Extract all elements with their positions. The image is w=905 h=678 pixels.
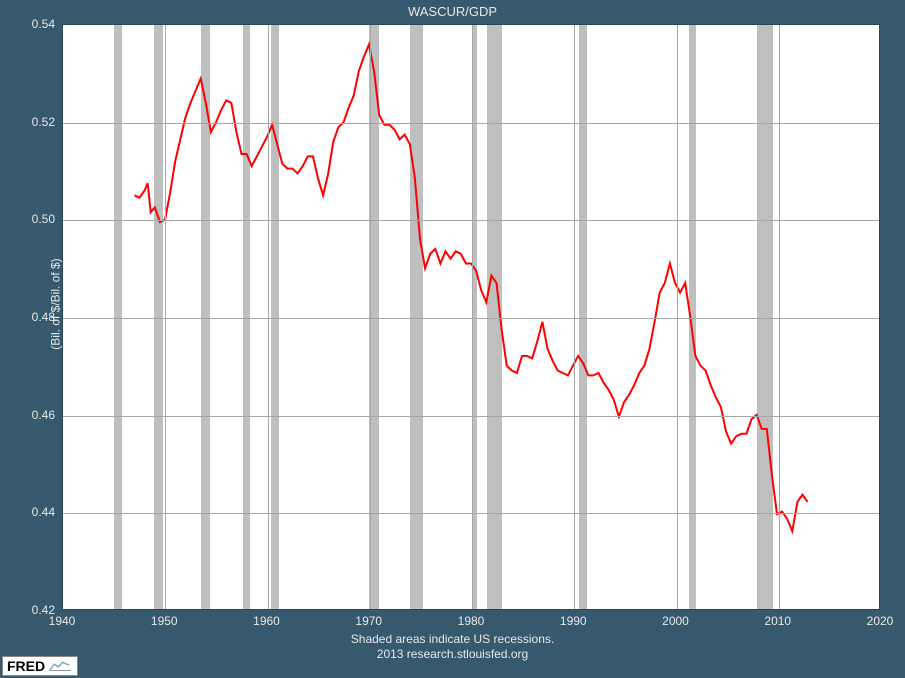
- x-tick-label: 2000: [662, 614, 689, 628]
- x-tick-label: 2020: [867, 614, 894, 628]
- y-tick-label: 0.52: [7, 115, 55, 129]
- y-tick-label: 0.54: [7, 17, 55, 31]
- y-axis-label: (Bil. of $/Bil. of $): [49, 258, 63, 349]
- y-gridline: [63, 220, 879, 221]
- chart-frame: { "title": "WASCUR/GDP", "ylabel": "(Bil…: [0, 0, 905, 678]
- subcaption-recessions: Shaded areas indicate US recessions.: [0, 632, 905, 646]
- fred-logo-icon: [49, 660, 71, 672]
- x-gridline: [268, 25, 269, 609]
- x-tick-label: 1960: [253, 614, 280, 628]
- fred-logo-text: FRED: [7, 658, 45, 674]
- y-gridline: [63, 416, 879, 417]
- x-gridline: [165, 25, 166, 609]
- x-tick-label: 1940: [49, 614, 76, 628]
- y-tick-label: 0.46: [7, 408, 55, 422]
- x-tick-label: 2010: [764, 614, 791, 628]
- y-tick-label: 0.50: [7, 212, 55, 226]
- chart-title: WASCUR/GDP: [0, 4, 905, 19]
- plot-area: [62, 24, 880, 610]
- x-tick-label: 1990: [560, 614, 587, 628]
- line-series: [63, 25, 879, 609]
- x-gridline: [370, 25, 371, 609]
- x-gridline: [677, 25, 678, 609]
- y-gridline: [63, 318, 879, 319]
- fred-logo: FRED: [2, 656, 78, 676]
- plot-background: [62, 24, 880, 610]
- x-tick-label: 1970: [355, 614, 382, 628]
- x-gridline: [472, 25, 473, 609]
- y-gridline: [63, 513, 879, 514]
- x-gridline: [574, 25, 575, 609]
- x-tick-label: 1950: [151, 614, 178, 628]
- y-gridline: [63, 123, 879, 124]
- data-line: [134, 44, 807, 531]
- y-tick-label: 0.44: [7, 505, 55, 519]
- subcaption-source: 2013 research.stlouisfed.org: [0, 647, 905, 661]
- x-gridline: [779, 25, 780, 609]
- y-tick-label: 0.48: [7, 310, 55, 324]
- x-tick-label: 1980: [458, 614, 485, 628]
